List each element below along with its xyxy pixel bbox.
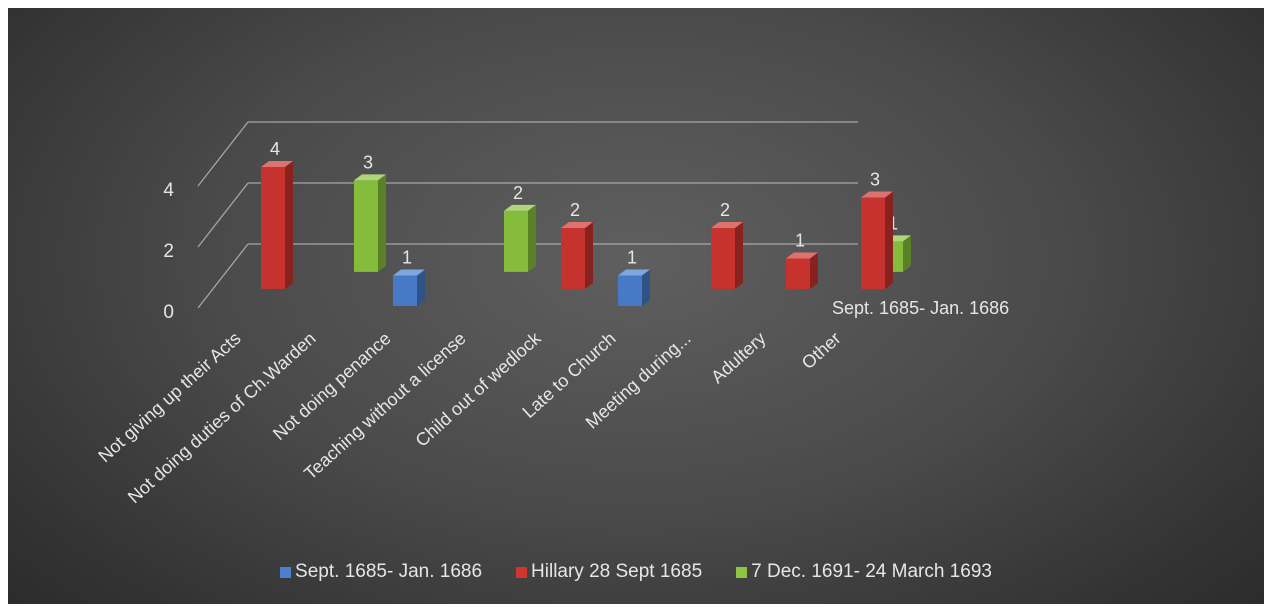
bar-sept-1685-jan-1686-late-to-church-side xyxy=(642,269,650,306)
bar-hillary-28-sept-1685-other-front xyxy=(861,197,885,289)
y-tick-label: 2 xyxy=(163,241,174,262)
bar-hillary-28-sept-1685-meeting-during-side xyxy=(735,221,743,289)
bar-hillary-28-sept-1685-child-out-of-wedlock-top xyxy=(561,221,593,228)
category-label-other: Other xyxy=(798,328,845,373)
gridline-diag xyxy=(197,182,249,248)
bar-7-dec-1691-24-march-1693-not-doing-duties-of-ch-warden-top xyxy=(354,174,386,181)
gridline-diag xyxy=(197,243,249,309)
data-label: 1 xyxy=(402,248,412,268)
bar-hillary-28-sept-1685-adultery-front xyxy=(786,258,810,289)
bar-hillary-28-sept-1685-not-giving-up-their-acts-side xyxy=(285,160,293,289)
legend-swatch-blue xyxy=(280,566,292,578)
bar-hillary-28-sept-1685-meeting-during-front xyxy=(711,227,735,289)
bar-7-dec-1691-24-march-1693-teaching-without-a-license-side xyxy=(528,204,536,272)
bar-hillary-28-sept-1685-child-out-of-wedlock-front xyxy=(561,227,585,289)
bar-sept-1685-jan-1686-late-to-church-front xyxy=(618,275,642,306)
category-label-adultery: Adultery xyxy=(707,328,769,387)
bar-hillary-28-sept-1685-not-giving-up-their-acts-front xyxy=(261,166,285,289)
bar-hillary-28-sept-1685-adultery-top xyxy=(786,252,818,259)
data-label: 2 xyxy=(720,200,730,220)
y-tick-label: 0 xyxy=(163,302,174,323)
legend-item-sept-1685: Sept. 1685- Jan. 1686 xyxy=(280,561,482,583)
data-label: 2 xyxy=(570,200,580,220)
bar-hillary-28-sept-1685-adultery-side xyxy=(810,252,818,289)
legend-label-hillary: Hillary 28 Sept 1685 xyxy=(531,561,703,582)
legend-swatch-green xyxy=(736,566,748,578)
bar-7-dec-1691-24-march-1693-other-side xyxy=(903,235,911,272)
legend-swatch-red xyxy=(516,566,528,578)
bar-7-dec-1691-24-march-1693-teaching-without-a-license-top xyxy=(504,204,536,211)
data-label: 3 xyxy=(363,152,373,172)
bar-hillary-28-sept-1685-other-top xyxy=(861,191,893,198)
bar-hillary-28-sept-1685-other-side xyxy=(885,191,893,289)
legend-item-hillary: Hillary 28 Sept 1685 xyxy=(516,561,702,583)
legend-label-sept-1685: Sept. 1685- Jan. 1686 xyxy=(295,561,483,582)
bar-sept-1685-jan-1686-late-to-church-top xyxy=(618,269,650,276)
bar-sept-1685-jan-1686-not-doing-penance-side xyxy=(417,269,425,306)
bar-sept-1685-jan-1686-not-doing-penance-front xyxy=(393,275,417,306)
category-label-not-giving-up-their-acts: Not giving up their Acts xyxy=(94,328,244,466)
depth-axis-label: Sept. 1685- Jan. 1686 xyxy=(832,298,1009,318)
legend-label-dec-1691: 7 Dec. 1691- 24 March 1693 xyxy=(751,561,992,582)
category-label-child-out-of-wedlock: Child out of wedlock xyxy=(412,327,546,450)
data-label: 3 xyxy=(870,169,880,189)
bar-7-dec-1691-24-march-1693-not-doing-duties-of-ch-warden-front xyxy=(354,180,378,272)
gridline-diag xyxy=(197,121,249,187)
bar-7-dec-1691-24-march-1693-teaching-without-a-license-front xyxy=(504,210,528,272)
data-label: 4 xyxy=(270,139,280,159)
bar-hillary-28-sept-1685-not-giving-up-their-acts-top xyxy=(261,160,293,167)
bar-7-dec-1691-24-march-1693-not-doing-duties-of-ch-warden-side xyxy=(378,174,386,272)
legend: Sept. 1685- Jan. 1686 Hillary 28 Sept 16… xyxy=(8,561,1264,583)
bar-sept-1685-jan-1686-not-doing-penance-top xyxy=(393,269,425,276)
bar-hillary-28-sept-1685-child-out-of-wedlock-side xyxy=(585,221,593,289)
data-label: 1 xyxy=(795,230,805,250)
y-tick-label: 4 xyxy=(163,180,174,201)
legend-item-dec-1691: 7 Dec. 1691- 24 March 1693 xyxy=(736,561,992,583)
data-label: 2 xyxy=(513,183,523,203)
data-label: 1 xyxy=(627,248,637,268)
bar-hillary-28-sept-1685-meeting-during-top xyxy=(711,221,743,228)
